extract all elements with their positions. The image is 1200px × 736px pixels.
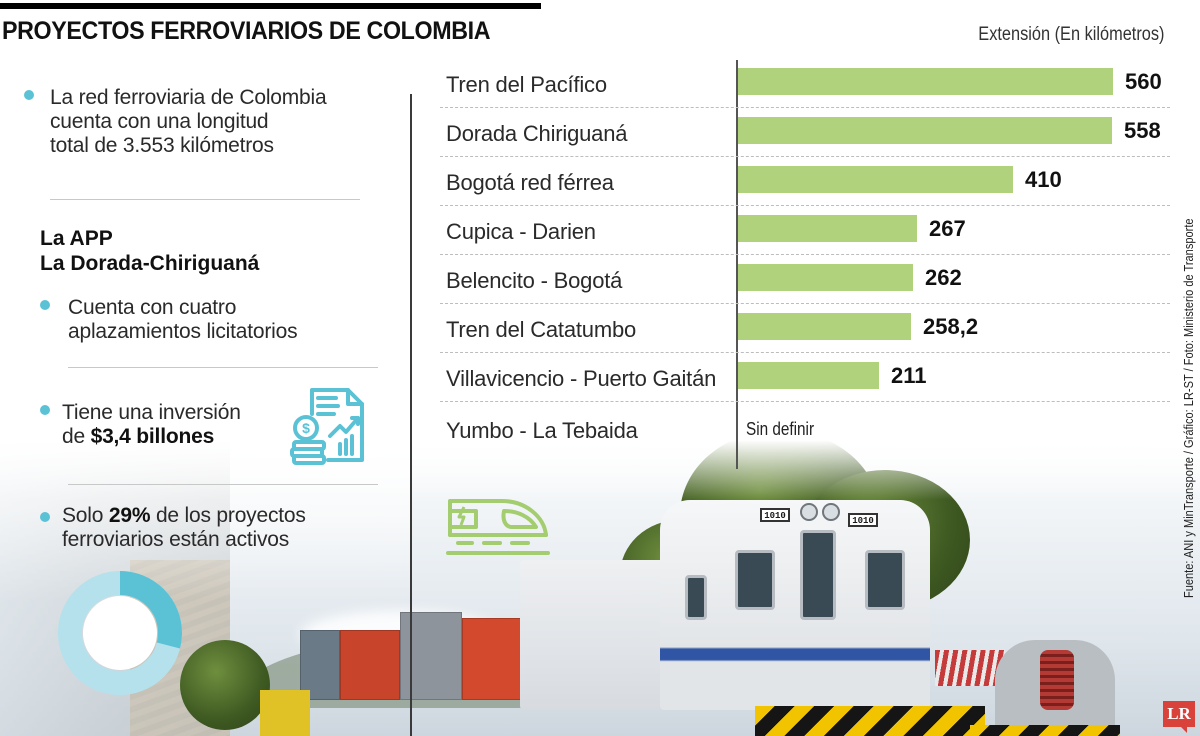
chart-row: Bogotá red férrea 410: [430, 158, 1170, 206]
lr-logo: LR: [1163, 701, 1195, 733]
tree: [180, 640, 270, 730]
project-label: Tren del Pacífico: [446, 72, 607, 97]
divider: [68, 484, 378, 485]
chart-row: Cupica - Darien 267: [430, 207, 1170, 255]
network-length-text: La red ferroviaria de Colombia cuenta co…: [50, 86, 327, 157]
freight-container: [300, 630, 340, 700]
bar-value: 558: [1124, 118, 1161, 143]
chart-row: Tren del Pacífico 560: [430, 60, 1170, 108]
dashed-separator: [440, 205, 1170, 206]
project-label: Belencito - Bogotá: [446, 268, 623, 293]
high-speed-train-icon: [446, 499, 550, 555]
dashed-separator: [440, 401, 1170, 402]
red-grille: [1040, 650, 1074, 710]
yellow-vehicle: [260, 690, 310, 736]
left-white-panel: [0, 0, 410, 600]
project-label: Bogotá red férrea: [446, 170, 614, 195]
bullet-icon: [40, 405, 50, 415]
cab-door: [800, 530, 836, 620]
bar-chart: Tren del Pacífico 560 Dorada Chiriguaná …: [430, 60, 1170, 469]
hazard-stripes: [755, 706, 985, 736]
number-plate: 1010: [760, 508, 790, 522]
dashed-separator: [440, 352, 1170, 353]
bar: [738, 264, 913, 291]
app-heading: La APP La Dorada-Chiriguaná: [40, 227, 260, 275]
freight-container: [462, 618, 528, 700]
chart-row: Villavicencio - Puerto Gaitán 211: [430, 354, 1170, 402]
bullet-icon: [40, 300, 50, 310]
project-label: Tren del Catatumbo: [446, 317, 637, 342]
active-projects-donut: [58, 571, 182, 695]
investment-text: Tiene una inversión de $3,4 billones: [62, 401, 241, 448]
headlight: [822, 503, 840, 521]
hazard-stripes: [970, 725, 1120, 736]
chart-axis: [736, 60, 738, 469]
bullet-icon: [24, 90, 34, 100]
project-label: Villavicencio - Puerto Gaitán: [446, 366, 717, 391]
tender-delays-text: Cuenta con cuatro aplazamientos licitato…: [68, 296, 298, 343]
donut-active: [58, 571, 182, 695]
bar: [738, 313, 911, 340]
bullet-icon: [40, 512, 50, 522]
bar: [738, 68, 1113, 95]
unit-label: Extensión (En kilómetros): [977, 24, 1164, 45]
chart-row: Yumbo - La Tebaida Sin definir: [430, 403, 1170, 451]
project-label: Dorada Chiriguaná: [446, 121, 628, 146]
bar-value: 267: [929, 216, 966, 241]
bar-value: 410: [1025, 167, 1062, 192]
column-divider: [410, 94, 412, 736]
dashed-separator: [440, 254, 1170, 255]
donut-hole: [83, 596, 157, 670]
svg-text:$: $: [302, 420, 310, 436]
divider: [68, 367, 378, 368]
active-percent: 29%: [108, 504, 151, 527]
project-label: Yumbo - La Tebaida: [446, 418, 638, 443]
undefined-value: Sin definir: [746, 419, 815, 439]
bar-value: 211: [891, 363, 927, 388]
bar-value: 258,2: [923, 314, 979, 339]
red-roof: [935, 650, 1005, 686]
bar-value: 560: [1125, 69, 1162, 94]
freight-container: [340, 630, 400, 700]
finance-report-icon: $: [290, 388, 364, 465]
bar: [738, 117, 1112, 144]
divider: [50, 199, 360, 200]
investment-amount: $3,4 billones: [90, 425, 215, 448]
dashed-separator: [440, 156, 1170, 157]
page-title: PROYECTOS FERROVIARIOS DE COLOMBIA: [2, 17, 491, 45]
cab-window: [735, 550, 775, 610]
bar: [738, 215, 917, 242]
project-label: Cupica - Darien: [446, 219, 596, 244]
source-credit: Fuente: ANI y MinTransporte / Gráfico: L…: [1181, 218, 1196, 598]
chart-row: Tren del Catatumbo 258,2: [430, 305, 1170, 353]
active-projects-text: Solo 29% de los proyectos ferroviarios e…: [62, 504, 306, 551]
chart-row: Dorada Chiriguaná 558: [430, 109, 1170, 157]
bar: [738, 166, 1013, 193]
chart-row: Belencito - Bogotá 262: [430, 256, 1170, 304]
dashed-separator: [440, 107, 1170, 108]
number-plate: 1010: [848, 513, 878, 527]
top-rule: [0, 3, 541, 9]
headlight: [800, 503, 818, 521]
bar: [738, 362, 879, 389]
bar-value: 262: [925, 265, 962, 290]
dashed-separator: [440, 303, 1170, 304]
cab-window: [865, 550, 905, 610]
side-window: [685, 575, 707, 620]
